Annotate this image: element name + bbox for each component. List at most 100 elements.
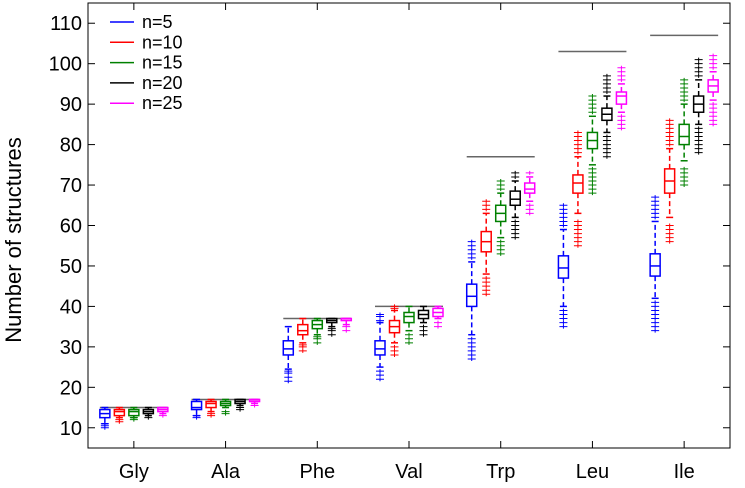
outlier-marker xyxy=(709,57,718,62)
outlier-marker xyxy=(573,130,582,135)
x-tick-label-trp: Trp xyxy=(486,461,515,483)
outlier-marker xyxy=(144,415,153,420)
outlier-marker xyxy=(496,187,505,192)
box xyxy=(523,182,536,194)
outlier-marker xyxy=(419,328,428,333)
outlier-marker xyxy=(573,142,582,147)
outlier-marker xyxy=(559,203,568,208)
outlier-marker xyxy=(327,326,336,331)
outlier-marker xyxy=(327,332,336,337)
outlier-marker xyxy=(496,247,505,252)
outlier-marker xyxy=(694,57,703,62)
outlier-marker xyxy=(467,336,476,341)
outlier-marker xyxy=(482,207,491,212)
outlier-marker xyxy=(573,138,582,143)
outlier-marker xyxy=(602,138,611,143)
outlier-marker xyxy=(602,154,611,159)
outlier-marker xyxy=(588,106,597,111)
x-axis: Gly Ala Phe Val Trp Leu Ile xyxy=(119,3,695,483)
outlier-marker xyxy=(525,207,534,212)
box xyxy=(190,400,203,411)
outlier-marker xyxy=(467,239,476,244)
outlier-marker xyxy=(694,146,703,151)
outlier-marker xyxy=(525,170,534,175)
outlier-marker xyxy=(573,134,582,139)
outlier-marker xyxy=(525,211,534,216)
y-tick-label: 90 xyxy=(60,94,82,116)
outlier-marker xyxy=(284,379,293,384)
outlier-marker xyxy=(250,403,259,408)
outlier-marker xyxy=(651,312,660,317)
outlier-marker xyxy=(467,243,476,248)
outlier-marker xyxy=(284,375,293,380)
outlier-marker xyxy=(221,409,230,414)
outlier-marker xyxy=(467,357,476,361)
legend-label: n=5 xyxy=(142,12,173,32)
outlier-marker xyxy=(496,243,505,248)
outlier-marker xyxy=(559,207,568,212)
outlier-marker xyxy=(651,195,660,200)
series-n-20 xyxy=(142,57,705,420)
outlier-marker xyxy=(651,324,660,329)
outlier-marker xyxy=(115,417,124,422)
y-tick-label: 30 xyxy=(60,337,82,359)
outlier-marker xyxy=(559,324,568,329)
outlier-marker xyxy=(651,207,660,212)
outlier-marker xyxy=(588,183,597,188)
x-tick-label-phe: Phe xyxy=(299,461,335,483)
box xyxy=(282,340,295,356)
outlier-marker xyxy=(651,308,660,313)
outlier-marker xyxy=(573,146,582,151)
outlier-marker xyxy=(559,223,568,228)
x-tick-label-gly: Gly xyxy=(119,461,149,483)
outlier-marker xyxy=(665,126,674,131)
outlier-marker xyxy=(680,90,689,94)
outlier-marker xyxy=(694,61,703,66)
outlier-marker xyxy=(602,146,611,151)
outlier-marker xyxy=(298,348,307,353)
outlier-marker xyxy=(680,179,689,183)
x-tick-label-ala: Ala xyxy=(211,461,241,483)
outlier-marker xyxy=(665,231,674,236)
outlier-marker xyxy=(602,73,611,78)
y-tick-label: 60 xyxy=(60,216,82,238)
outlier-marker xyxy=(496,183,505,188)
outlier-marker xyxy=(390,344,399,349)
series-n-15 xyxy=(128,77,690,422)
outlier-marker xyxy=(525,203,534,208)
outlier-marker xyxy=(694,134,703,139)
outlier-marker xyxy=(617,114,626,119)
outlier-marker xyxy=(665,130,674,135)
legend-label: n=15 xyxy=(142,53,183,73)
outlier-marker xyxy=(694,142,703,147)
outlier-marker xyxy=(482,199,491,204)
outlier-marker xyxy=(602,81,611,86)
outlier-marker xyxy=(651,316,660,321)
outlier-marker xyxy=(559,211,568,216)
outlier-marker xyxy=(651,328,660,333)
outlier-marker xyxy=(511,219,520,224)
outlier-marker xyxy=(342,324,351,329)
outlier-marker xyxy=(390,348,399,353)
outlier-marker xyxy=(709,110,718,115)
outlier-marker xyxy=(694,126,703,131)
outlier-marker xyxy=(192,413,201,418)
outlier-marker xyxy=(694,150,703,155)
outlier-marker xyxy=(405,340,413,345)
outlier-marker xyxy=(680,81,689,86)
y-tick-label: 20 xyxy=(60,377,82,399)
outlier-marker xyxy=(709,53,718,58)
legend-label: n=25 xyxy=(142,93,183,113)
outlier-marker xyxy=(617,118,626,123)
outlier-marker xyxy=(573,150,582,155)
outlier-marker xyxy=(496,239,505,244)
outlier-marker xyxy=(129,415,138,420)
outlier-marker xyxy=(405,336,413,341)
box xyxy=(615,91,628,105)
outlier-marker xyxy=(588,166,597,171)
y-tick-label: 50 xyxy=(60,256,82,278)
outlier-marker xyxy=(680,183,689,188)
outlier-marker xyxy=(298,342,307,347)
outlier-marker xyxy=(482,288,491,293)
outlier-marker xyxy=(709,114,718,119)
